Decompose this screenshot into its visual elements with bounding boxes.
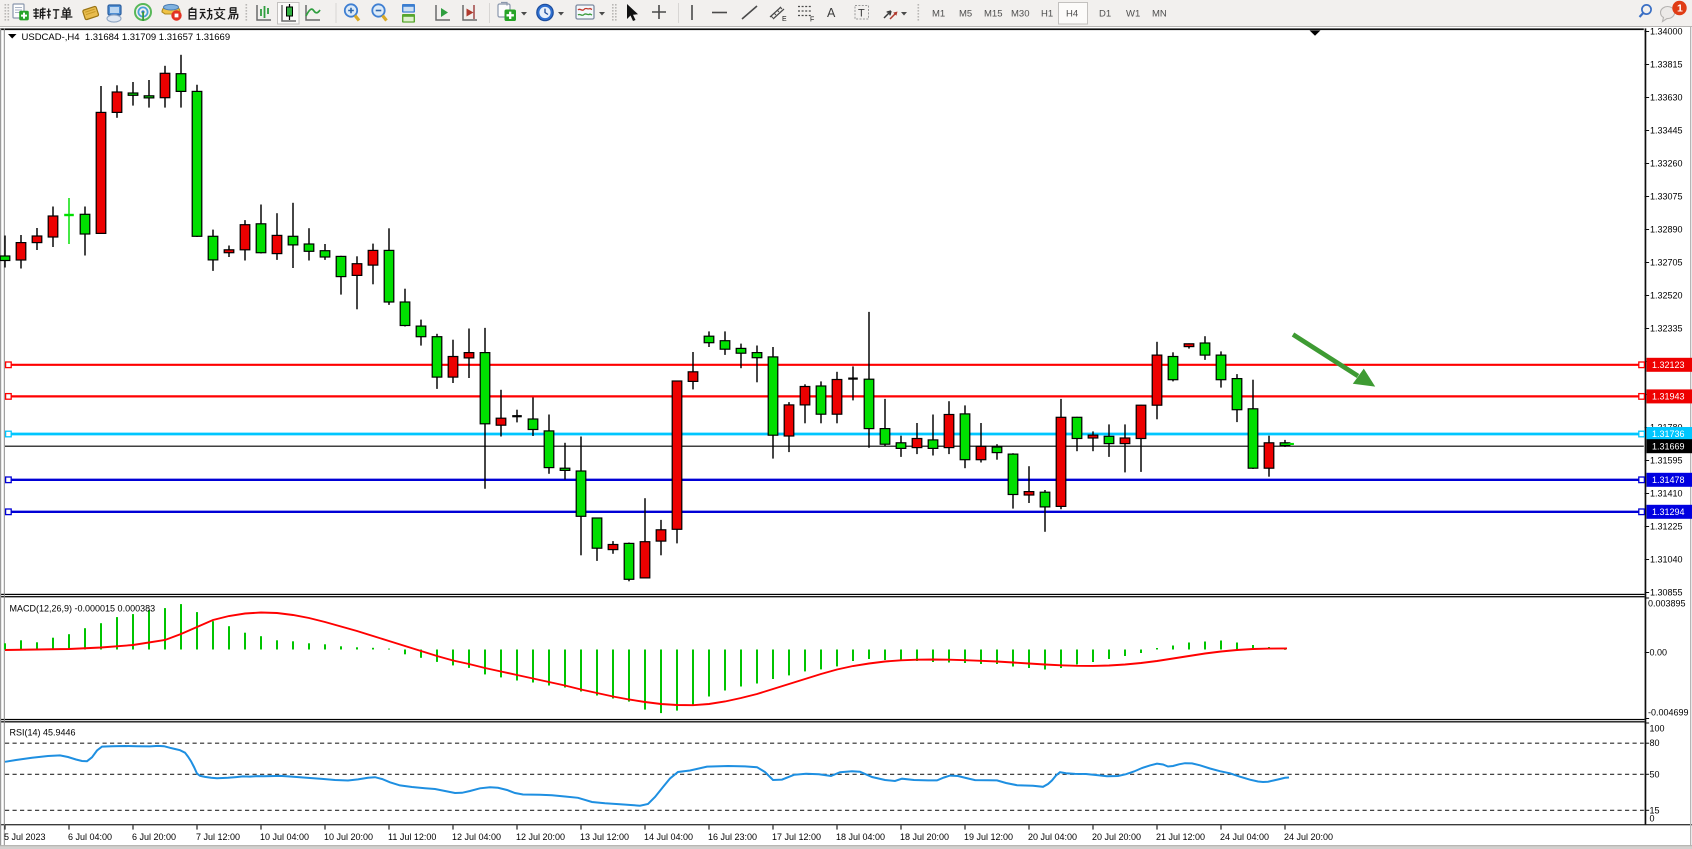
svg-text:1.33445: 1.33445 <box>1650 126 1683 136</box>
svg-text:16 Jul 23:00: 16 Jul 23:00 <box>708 832 757 842</box>
svg-text:1.31040: 1.31040 <box>1650 555 1683 565</box>
svg-text:100: 100 <box>1650 723 1665 733</box>
svg-text:1.34000: 1.34000 <box>1650 27 1683 37</box>
svg-text:1.33260: 1.33260 <box>1650 159 1683 169</box>
svg-text:1.31943: 1.31943 <box>1652 392 1685 402</box>
svg-text:19 Jul 12:00: 19 Jul 12:00 <box>964 832 1013 842</box>
svg-text:M15: M15 <box>984 9 1002 20</box>
svg-text:E: E <box>782 16 787 23</box>
svg-text:24 Jul 20:00: 24 Jul 20:00 <box>1284 832 1333 842</box>
svg-text:24 Jul 04:00: 24 Jul 04:00 <box>1220 832 1269 842</box>
svg-text:1.32705: 1.32705 <box>1650 258 1683 268</box>
svg-text:1: 1 <box>1677 3 1683 15</box>
svg-text:21 Jul 12:00: 21 Jul 12:00 <box>1156 832 1205 842</box>
svg-text:A: A <box>827 6 836 20</box>
svg-text:RSI(14) 45.9446: RSI(14) 45.9446 <box>10 728 76 738</box>
svg-text:MN: MN <box>1152 9 1167 20</box>
svg-text:T: T <box>858 8 865 20</box>
svg-text:M1: M1 <box>932 9 945 20</box>
svg-text:11 Jul 12:00: 11 Jul 12:00 <box>388 832 436 842</box>
svg-text:13 Jul 12:00: 13 Jul 12:00 <box>580 832 629 842</box>
svg-text:1.31736: 1.31736 <box>1652 429 1685 439</box>
svg-text:1.33815: 1.33815 <box>1650 60 1683 70</box>
svg-text:14 Jul 04:00: 14 Jul 04:00 <box>644 832 693 842</box>
svg-text:1.31595: 1.31595 <box>1650 456 1683 466</box>
svg-text:0.00: 0.00 <box>1650 648 1668 658</box>
svg-text:6 Jul 20:00: 6 Jul 20:00 <box>132 832 176 842</box>
svg-text:12 Jul 04:00: 12 Jul 04:00 <box>452 832 501 842</box>
svg-text:-0.004699: -0.004699 <box>1648 707 1689 717</box>
svg-text:1.33075: 1.33075 <box>1650 192 1683 202</box>
svg-text:0.003895: 0.003895 <box>1648 598 1686 608</box>
svg-text:10 Jul 04:00: 10 Jul 04:00 <box>260 832 309 842</box>
svg-text:H4: H4 <box>1066 9 1078 20</box>
svg-text:0: 0 <box>1650 814 1655 824</box>
svg-text:H1: H1 <box>1041 9 1053 20</box>
svg-text:1.32520: 1.32520 <box>1650 291 1683 301</box>
svg-text:80: 80 <box>1650 738 1660 748</box>
svg-text:1.30855: 1.30855 <box>1650 588 1683 598</box>
svg-text:1.32890: 1.32890 <box>1650 225 1683 235</box>
svg-text:1.31225: 1.31225 <box>1650 522 1683 532</box>
svg-text:MACD(12,26,9) -0.000015 0.0003: MACD(12,26,9) -0.000015 0.000383 <box>10 604 156 614</box>
svg-text:1.31294: 1.31294 <box>1652 507 1685 517</box>
svg-text:1.31478: 1.31478 <box>1652 475 1685 485</box>
svg-text:18 Jul 04:00: 18 Jul 04:00 <box>836 832 885 842</box>
svg-text:W1: W1 <box>1126 9 1140 20</box>
svg-text:1.32123: 1.32123 <box>1652 360 1685 370</box>
svg-text:M30: M30 <box>1011 9 1029 20</box>
svg-text:1.33630: 1.33630 <box>1650 93 1683 103</box>
svg-text:M5: M5 <box>959 9 972 20</box>
svg-text:15: 15 <box>1650 805 1660 815</box>
svg-text:18 Jul 20:00: 18 Jul 20:00 <box>900 832 949 842</box>
svg-text:20 Jul 20:00: 20 Jul 20:00 <box>1092 832 1141 842</box>
svg-text:6 Jul 04:00: 6 Jul 04:00 <box>68 832 112 842</box>
svg-text:7 Jul 12:00: 7 Jul 12:00 <box>196 832 240 842</box>
svg-text:1.31669: 1.31669 <box>1652 441 1685 451</box>
svg-text:F: F <box>810 17 814 24</box>
svg-text:D1: D1 <box>1099 9 1111 20</box>
svg-text:17 Jul 12:00: 17 Jul 12:00 <box>772 832 821 842</box>
svg-text:5 Jul 2023: 5 Jul 2023 <box>4 832 46 842</box>
svg-text:1.31410: 1.31410 <box>1650 489 1683 499</box>
svg-text:10 Jul 20:00: 10 Jul 20:00 <box>324 832 373 842</box>
svg-text:1.32335: 1.32335 <box>1650 324 1683 334</box>
svg-text:12 Jul 20:00: 12 Jul 20:00 <box>516 832 565 842</box>
svg-text:USDCAD-,H4 1.31684 1.31709 1.: USDCAD-,H4 1.31684 1.31709 1.31657 1.316… <box>22 32 231 43</box>
svg-text:20 Jul 04:00: 20 Jul 04:00 <box>1028 832 1077 842</box>
svg-text:50: 50 <box>1650 769 1660 779</box>
